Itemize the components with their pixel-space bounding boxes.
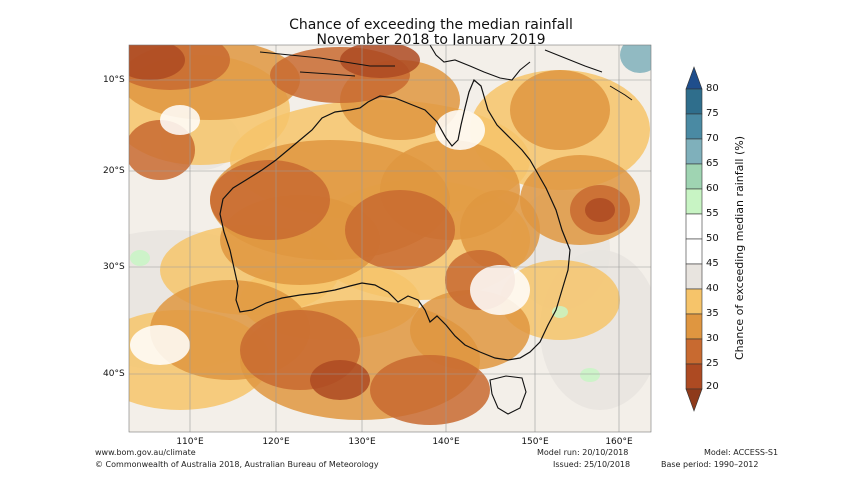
colorbar-segment (685, 113, 703, 140)
australia-coastline (219, 79, 571, 361)
coastlines (219, 45, 633, 415)
colorbar (685, 66, 703, 412)
latitude-label: 10°S (103, 75, 125, 85)
rainfall-patch (510, 70, 610, 150)
colorbar-segment (685, 138, 703, 165)
colorbar-tick: 75 (706, 108, 719, 119)
colorbar-tick: 60 (706, 183, 719, 194)
longitude-label: 150°E (521, 437, 549, 447)
latitude-label: 20°S (103, 166, 125, 176)
colorbar-tick: 65 (706, 158, 719, 169)
map-area (129, 45, 651, 432)
colorbar-segment (685, 188, 703, 215)
colorbar-tick: 70 (706, 133, 719, 144)
rainfall-patch (345, 190, 455, 270)
colorbar-tick: 30 (706, 333, 719, 344)
colorbar-tick: 20 (706, 381, 719, 392)
latitude-label: 30°S (103, 262, 125, 272)
longitude-label: 120°E (262, 437, 290, 447)
rainfall-patch (310, 360, 370, 400)
rainfall-patch (370, 355, 490, 425)
colorbar-segment (685, 88, 703, 115)
rainfall-patch (620, 45, 651, 73)
footer-issued: Issued: 25/10/2018 (553, 460, 631, 469)
rainfall-patch (130, 325, 190, 365)
longitude-label: 140°E (432, 437, 460, 447)
colorbar-title: Chance of exceeding median rainfall (%) (733, 135, 746, 360)
colorbar-segment (685, 263, 703, 290)
colorbar-segment (685, 313, 703, 340)
tasmania-coastline (489, 375, 527, 415)
rainfall-patch (500, 260, 620, 340)
footer-copyright: © Commonwealth of Australia 2018, Austra… (95, 460, 379, 469)
indonesia-coastline (259, 51, 395, 77)
longitude-label: 160°E (605, 437, 633, 447)
rainfall-patch (130, 250, 150, 266)
colorbar-segment (685, 213, 703, 240)
colorbar-segment (685, 238, 703, 265)
colorbar-tick: 45 (706, 258, 719, 269)
colorbar-bottom-arrow (685, 388, 703, 412)
map-title-line1: Chance of exceeding the median rainfall (289, 17, 573, 33)
map-title-line2: November 2018 to January 2019 (316, 32, 546, 48)
rainfall-shading (129, 45, 651, 425)
colorbar-top-arrow (685, 66, 703, 90)
colorbar-segment (685, 363, 703, 390)
colorbar-tick: 40 (706, 283, 719, 294)
rainfall-patch (210, 160, 330, 240)
longitude-label: 130°E (348, 437, 376, 447)
new-guinea-coastline (429, 45, 531, 81)
colorbar-tick: 55 (706, 208, 719, 219)
rainfall-patch (340, 45, 420, 78)
footer-base-period: Base period: 1990–2012 (661, 460, 759, 469)
rainfall-patch (160, 105, 200, 135)
colorbar-segment (685, 288, 703, 315)
solomon-islands-coastline (544, 49, 633, 101)
rainfall-patch (129, 120, 195, 180)
rainfall-patch (580, 368, 600, 382)
map-gridlines (129, 45, 651, 432)
colorbar-tick: 25 (706, 358, 719, 369)
rainfall-patch (470, 265, 530, 315)
latitude-label: 40°S (103, 369, 125, 379)
rainfall-patch (585, 198, 615, 222)
colorbar-tick: 35 (706, 308, 719, 319)
footer-website: www.bom.gov.au/climate (95, 448, 196, 457)
footer-model: Model: ACCESS-S1 (704, 448, 779, 457)
colorbar-segment (685, 338, 703, 365)
rainfall-patch (129, 45, 185, 80)
colorbar-tick: 50 (706, 233, 719, 244)
colorbar-segment (685, 163, 703, 190)
colorbar-tick: 80 (706, 83, 719, 94)
map-frame (128, 44, 652, 433)
longitude-label: 110°E (176, 437, 204, 447)
footer-model-run: Model run: 20/10/2018 (537, 448, 629, 457)
